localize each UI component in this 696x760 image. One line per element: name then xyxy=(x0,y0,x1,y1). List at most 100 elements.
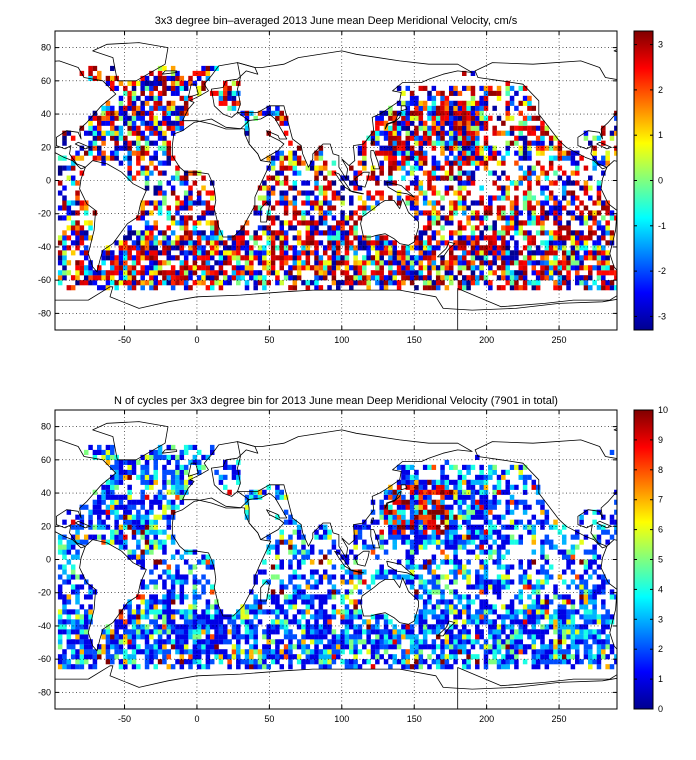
data-bin xyxy=(283,205,289,211)
data-bin xyxy=(114,499,119,505)
data-bin xyxy=(514,135,519,141)
data-bin xyxy=(101,484,106,490)
data-bin xyxy=(496,559,502,565)
data-bin xyxy=(514,280,519,286)
data-bin xyxy=(475,619,480,625)
data-bin xyxy=(79,654,85,660)
data-bin xyxy=(440,529,445,535)
data-bin xyxy=(488,634,493,640)
data-bin xyxy=(314,639,319,645)
data-bin xyxy=(283,494,289,500)
data-bin xyxy=(457,644,463,650)
data-bin xyxy=(427,225,432,231)
data-bin xyxy=(179,215,185,221)
data-bin xyxy=(57,584,63,590)
data-bin xyxy=(292,604,298,610)
data-bin xyxy=(118,514,124,520)
data-bin xyxy=(505,539,510,545)
data-bin xyxy=(279,579,285,585)
data-bin xyxy=(110,634,115,640)
data-bin xyxy=(162,644,167,650)
data-bin xyxy=(270,270,276,276)
data-bin xyxy=(275,649,280,655)
data-bin xyxy=(166,210,172,216)
data-bin xyxy=(322,614,328,620)
data-bin xyxy=(435,280,441,286)
data-bin xyxy=(218,270,224,276)
data-bin xyxy=(209,639,215,645)
data-bin xyxy=(75,514,80,520)
data-bin xyxy=(205,609,211,615)
data-bin xyxy=(127,170,132,176)
data-bin xyxy=(370,654,376,660)
data-bin xyxy=(366,250,371,256)
data-bin xyxy=(535,135,541,141)
data-bin xyxy=(266,210,271,216)
data-bin xyxy=(188,664,193,670)
data-bin xyxy=(209,589,215,595)
data-bin xyxy=(592,215,597,221)
data-bin xyxy=(496,215,502,221)
data-bin xyxy=(540,120,545,126)
data-bin xyxy=(561,245,567,251)
data-bin xyxy=(509,524,515,530)
data-bin xyxy=(157,624,163,630)
data-bin xyxy=(205,644,211,650)
data-bin xyxy=(83,659,89,665)
data-bin xyxy=(540,270,545,276)
data-bin xyxy=(409,255,415,261)
data-bin xyxy=(162,170,167,176)
data-bin xyxy=(188,549,193,555)
data-bin xyxy=(62,534,67,540)
data-bin xyxy=(431,519,437,525)
data-bin xyxy=(414,175,419,181)
data-bin xyxy=(183,190,189,196)
data-bin xyxy=(509,280,515,286)
data-bin xyxy=(527,210,532,216)
data-bin xyxy=(475,474,480,480)
data-bin xyxy=(470,210,476,216)
data-bin xyxy=(110,644,115,650)
data-bin xyxy=(322,275,328,281)
data-bin xyxy=(344,569,350,575)
data-bin xyxy=(322,245,328,251)
data-bin xyxy=(131,529,137,535)
data-bin xyxy=(370,240,376,246)
data-bin xyxy=(183,220,189,226)
data-bin xyxy=(379,130,384,136)
data-bin xyxy=(418,150,424,156)
data-bin xyxy=(70,664,76,670)
data-bin xyxy=(414,564,419,570)
data-bin xyxy=(118,644,124,650)
data-bin xyxy=(140,514,145,520)
data-bin xyxy=(553,285,558,291)
data-bin xyxy=(183,479,189,485)
data-bin xyxy=(144,634,150,640)
data-bin xyxy=(301,180,306,186)
data-bin xyxy=(353,539,358,545)
data-bin xyxy=(383,624,389,630)
data-bin xyxy=(262,649,267,655)
data-bin xyxy=(205,659,211,665)
data-bin xyxy=(101,494,106,500)
data-bin xyxy=(305,245,311,251)
data-bin xyxy=(483,145,489,151)
data-bin xyxy=(588,225,593,231)
data-bin xyxy=(553,255,558,261)
data-bin xyxy=(140,584,145,590)
data-bin xyxy=(492,240,497,246)
data-bin xyxy=(88,225,93,231)
data-bin xyxy=(579,215,584,221)
data-bin xyxy=(588,195,593,201)
data-bin xyxy=(196,255,202,261)
data-bin xyxy=(457,609,463,615)
data-bin xyxy=(318,594,324,600)
data-bin xyxy=(492,604,497,610)
data-bin xyxy=(314,220,319,226)
data-bin xyxy=(535,175,541,181)
data-bin xyxy=(305,255,311,261)
data-bin xyxy=(453,190,458,196)
data-bin xyxy=(296,584,302,590)
data-bin xyxy=(97,270,102,276)
data-bin xyxy=(322,594,328,600)
